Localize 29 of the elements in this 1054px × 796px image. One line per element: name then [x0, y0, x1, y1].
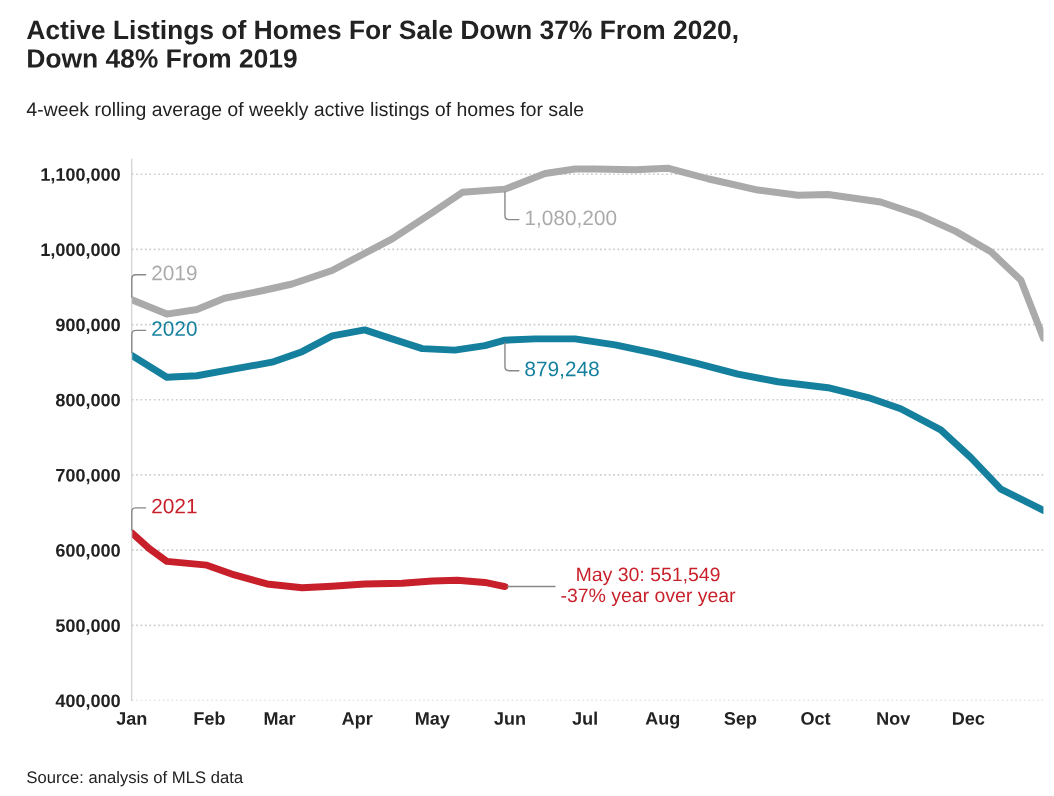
series-label: 2021	[152, 498, 197, 514]
source-note: Source: analysis of MLS data	[27, 770, 244, 787]
x-tick-label: Feb	[194, 711, 225, 725]
chart-title: Active Listings of Homes For Sale Down 37% From 2020, Down 48% From 2019	[27, 19, 738, 68]
x-tick-label: Dec	[952, 712, 985, 725]
x-tick-label: Mar	[264, 712, 296, 725]
x-tick-label: Oct	[801, 712, 831, 725]
annotation: May 30: 551,549 -37% year over year	[561, 567, 736, 607]
y-tick-label: 1,100,000	[41, 168, 120, 184]
y-tick-label: 600,000	[56, 544, 120, 560]
x-tick-label: May	[415, 712, 450, 729]
x-tick-label: Sep	[724, 712, 757, 729]
x-tick-label: Aug	[645, 712, 680, 729]
y-tick-label: 800,000	[55, 393, 120, 410]
chart-subtitle: 4-week rolling average of weekly active listings of homes for sale	[26, 101, 584, 121]
y-tick-label: 900,000	[56, 318, 120, 334]
annotation: 1,080,200	[525, 210, 617, 228]
x-tick-label: Jul	[572, 711, 597, 725]
series-label: 2020	[152, 321, 197, 337]
y-tick-label: 1,000,000	[41, 243, 120, 259]
x-tick-label: Apr	[342, 712, 373, 729]
annotation: 879,248	[525, 361, 599, 379]
y-tick-label: 500,000	[55, 619, 120, 635]
y-tick-label: 700,000	[56, 468, 120, 485]
y-tick-label: 400,000	[55, 694, 120, 710]
x-tick-label: Nov	[877, 712, 911, 725]
x-tick-label: Jun	[494, 712, 525, 725]
x-tick-label: Jan	[116, 712, 147, 725]
series-label: 2019	[152, 265, 197, 281]
